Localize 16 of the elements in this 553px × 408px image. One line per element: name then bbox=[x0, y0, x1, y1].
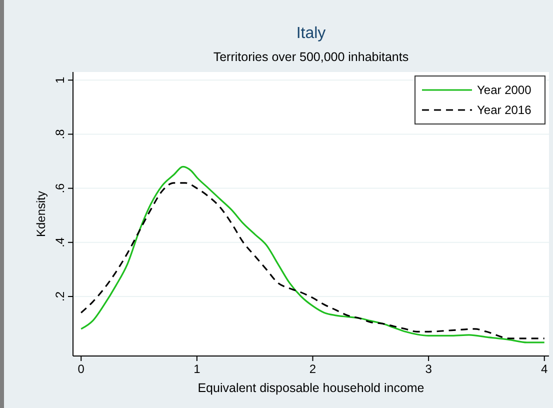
x-tick-label: 1 bbox=[194, 362, 201, 376]
x-tick-label: 4 bbox=[541, 362, 548, 376]
x-tick-label: 3 bbox=[425, 362, 432, 376]
legend-label: Year 2000 bbox=[477, 83, 532, 97]
y-tick-label: .8 bbox=[53, 128, 67, 140]
y-tick-label: .6 bbox=[53, 182, 67, 194]
x-tick-label: 2 bbox=[309, 362, 316, 376]
legend-label: Year 2016 bbox=[477, 103, 532, 117]
x-tick-label: 0 bbox=[78, 362, 85, 376]
y-axis-title: Kdensity bbox=[34, 190, 48, 238]
y-tick-label: .4 bbox=[53, 237, 67, 248]
y-tick-label: .2 bbox=[53, 291, 67, 302]
chart-title: Italy bbox=[296, 25, 326, 42]
y-tick-label: 1 bbox=[53, 76, 67, 84]
x-axis-title: Equivalent disposable household income bbox=[198, 381, 424, 395]
chart-subtitle: Territories over 500,000 inhabitants bbox=[213, 50, 409, 64]
